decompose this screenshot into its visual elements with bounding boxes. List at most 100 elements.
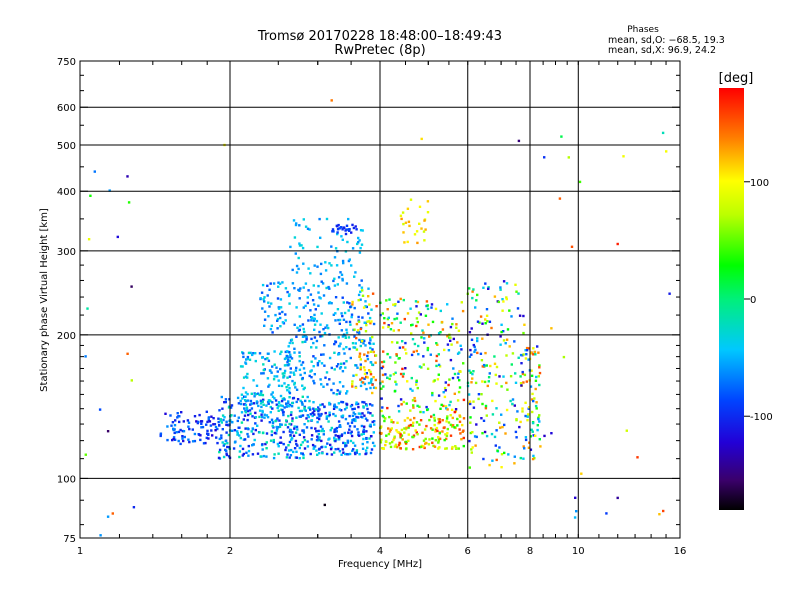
data-point (344, 232, 348, 236)
data-point (209, 424, 213, 427)
data-point (453, 392, 456, 395)
data-point (320, 439, 323, 443)
data-point (469, 431, 472, 435)
data-point (325, 217, 329, 221)
data-point (355, 348, 359, 351)
data-point (453, 372, 457, 376)
data-point (401, 375, 405, 378)
data-point (279, 423, 282, 426)
data-point (224, 398, 228, 401)
data-point (503, 423, 506, 427)
data-point (481, 380, 484, 383)
data-point (472, 406, 476, 409)
data-point (474, 444, 477, 447)
data-point (173, 431, 176, 435)
data-point (340, 409, 343, 412)
data-point (338, 227, 341, 230)
data-point (290, 338, 294, 341)
data-point (344, 336, 347, 339)
data-point (357, 320, 361, 323)
data-point (437, 363, 441, 367)
data-point (292, 434, 296, 437)
data-point (362, 432, 365, 435)
data-point (524, 349, 527, 352)
data-point (183, 435, 186, 439)
data-point (550, 432, 553, 435)
data-point (334, 319, 337, 322)
data-point (472, 400, 475, 403)
data-point (445, 447, 448, 450)
data-point (368, 341, 371, 345)
data-point (297, 256, 300, 260)
data-point (260, 291, 264, 294)
data-point (288, 396, 291, 399)
data-point (310, 426, 313, 430)
data-point (296, 326, 299, 329)
data-point (484, 322, 487, 325)
data-point (495, 407, 498, 410)
data-point (361, 447, 365, 450)
data-point (430, 415, 433, 418)
data-point (256, 424, 259, 427)
data-point (239, 365, 243, 368)
data-point (413, 233, 417, 236)
data-point (292, 371, 295, 374)
data-point (303, 335, 306, 338)
data-point (399, 433, 402, 436)
data-point (316, 453, 319, 456)
data-point (502, 375, 505, 378)
data-point (430, 303, 434, 306)
data-point (348, 347, 351, 351)
data-point (479, 315, 483, 318)
data-point (288, 391, 292, 395)
data-point (459, 432, 462, 435)
data-point (275, 366, 278, 369)
data-point (281, 404, 284, 408)
data-point (313, 323, 317, 326)
data-point (260, 405, 263, 409)
data-point (200, 422, 203, 425)
data-point (298, 433, 301, 436)
data-point (363, 414, 366, 417)
data-point (367, 369, 371, 372)
data-point (525, 349, 529, 352)
data-point (283, 369, 287, 373)
data-point (357, 405, 360, 409)
data-point (439, 407, 442, 410)
data-point (265, 455, 268, 458)
data-point (416, 433, 419, 436)
data-point (425, 300, 429, 303)
data-point (271, 395, 275, 398)
data-point (286, 350, 289, 353)
data-point (348, 452, 352, 456)
data-point (481, 322, 484, 325)
data-point (277, 445, 280, 448)
data-point (337, 436, 341, 439)
data-point (335, 438, 338, 441)
data-point (325, 324, 329, 327)
data-point (316, 245, 319, 249)
data-point (520, 384, 523, 387)
data-point (281, 281, 284, 284)
data-point (247, 444, 250, 448)
data-point (340, 415, 343, 418)
data-point (275, 375, 279, 378)
data-point (371, 383, 374, 386)
data-point (437, 439, 440, 443)
data-point (527, 407, 530, 410)
data-point (370, 320, 373, 323)
data-point (279, 394, 283, 398)
data-point (266, 357, 269, 360)
data-point (384, 373, 387, 376)
data-point (429, 427, 433, 430)
data-point (286, 361, 289, 364)
data-point (383, 321, 386, 325)
data-point (336, 232, 339, 236)
data-point (499, 286, 502, 289)
x-tick-label: 6 (465, 546, 471, 557)
data-point (335, 406, 339, 409)
data-point (476, 351, 479, 355)
data-point (349, 323, 352, 326)
data-point (530, 428, 533, 431)
data-point (290, 411, 293, 414)
